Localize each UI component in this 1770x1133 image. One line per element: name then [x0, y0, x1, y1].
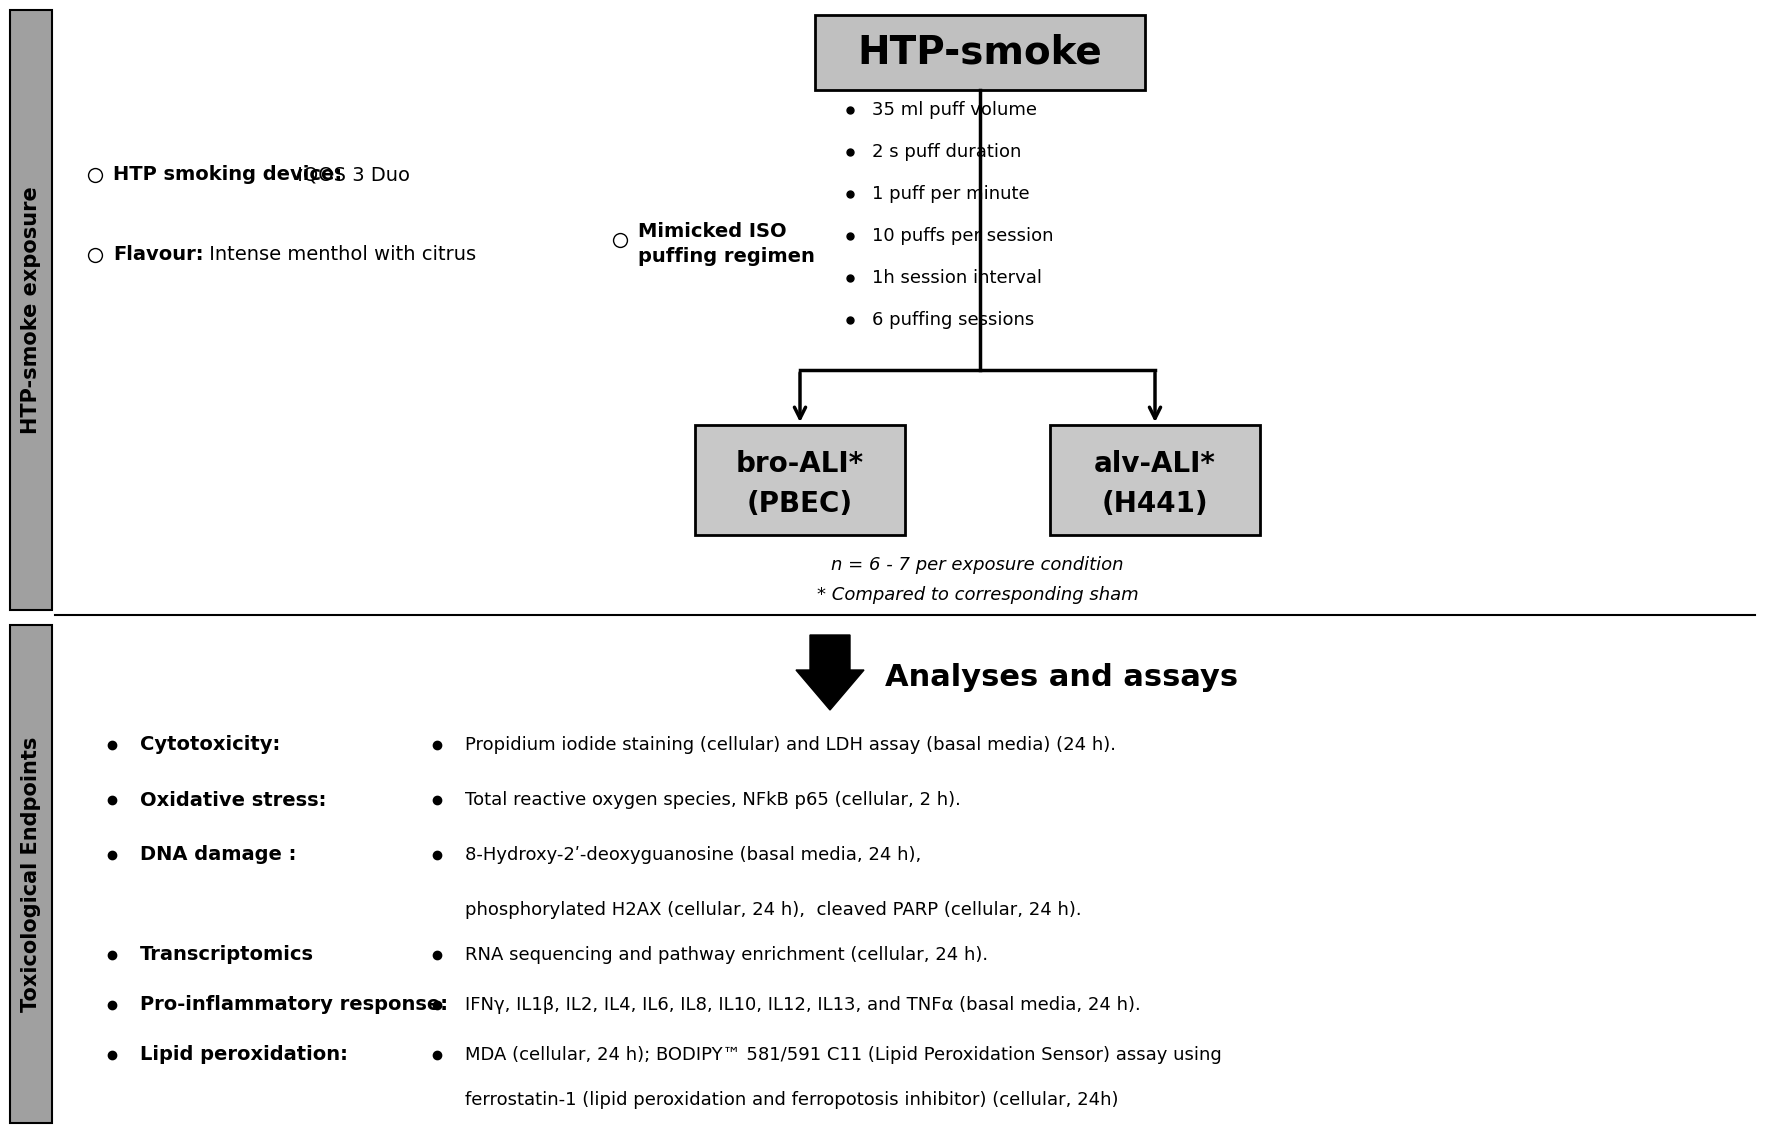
Text: Intense menthol with citrus: Intense menthol with citrus	[204, 246, 476, 264]
Text: alv-ALI*: alv-ALI*	[1094, 450, 1216, 477]
Text: Transcriptomics: Transcriptomics	[140, 946, 313, 964]
Text: Pro-inflammatory response:: Pro-inflammatory response:	[140, 996, 448, 1014]
Polygon shape	[796, 634, 864, 710]
Text: 10 puffs per session: 10 puffs per session	[873, 227, 1053, 245]
Text: HTP-smoke exposure: HTP-smoke exposure	[21, 186, 41, 434]
Text: IQOS 3 Duo: IQOS 3 Duo	[290, 165, 411, 185]
Text: DNA damage :: DNA damage :	[140, 845, 296, 864]
Text: Oxidative stress:: Oxidative stress:	[140, 791, 326, 809]
Bar	[814, 15, 1145, 90]
Text: 1h session interval: 1h session interval	[873, 269, 1043, 287]
Text: 6 puffing sessions: 6 puffing sessions	[873, 310, 1034, 329]
Text: Toxicological Endpoints: Toxicological Endpoints	[21, 736, 41, 1012]
Text: (H441): (H441)	[1101, 491, 1209, 518]
Text: ferrostatin-1 (lipid peroxidation and ferropotosis inhibitor) (cellular, 24h): ferrostatin-1 (lipid peroxidation and fe…	[466, 1091, 1119, 1109]
Text: Lipid peroxidation:: Lipid peroxidation:	[140, 1046, 349, 1065]
Text: n = 6 - 7 per exposure condition: n = 6 - 7 per exposure condition	[832, 556, 1124, 574]
Bar	[11, 625, 51, 1123]
Text: Cytotoxicity:: Cytotoxicity:	[140, 735, 280, 755]
Text: RNA sequencing and pathway enrichment (cellular, 24 h).: RNA sequencing and pathway enrichment (c…	[466, 946, 988, 964]
Text: HTP-smoke: HTP-smoke	[858, 34, 1103, 71]
Text: Total reactive oxygen species, NFkB p65 (cellular, 2 h).: Total reactive oxygen species, NFkB p65 …	[466, 791, 961, 809]
Text: Analyses and assays: Analyses and assays	[885, 663, 1239, 692]
Text: bro-ALI*: bro-ALI*	[736, 450, 864, 477]
Text: Mimicked ISO
puffing regimen: Mimicked ISO puffing regimen	[637, 222, 814, 266]
Text: IFNγ, IL1β, IL2, IL4, IL6, IL8, IL10, IL12, IL13, and TNFα (basal media, 24 h).: IFNγ, IL1β, IL2, IL4, IL6, IL8, IL10, IL…	[466, 996, 1140, 1014]
Text: 1 puff per minute: 1 puff per minute	[873, 185, 1030, 203]
Text: 35 ml puff volume: 35 ml puff volume	[873, 101, 1037, 119]
Bar	[11, 10, 51, 610]
Text: HTP smoking device:: HTP smoking device:	[113, 165, 342, 185]
Bar	[1050, 425, 1260, 535]
Text: MDA (cellular, 24 h); BODIPY™ 581/591 C11 (Lipid Peroxidation Sensor) assay usin: MDA (cellular, 24 h); BODIPY™ 581/591 C1…	[466, 1046, 1221, 1064]
Text: 2 s puff duration: 2 s puff duration	[873, 143, 1021, 161]
Bar	[696, 425, 904, 535]
Text: 8-Hydroxy-2ʹ-deoxyguanosine (basal media, 24 h),: 8-Hydroxy-2ʹ-deoxyguanosine (basal media…	[466, 846, 920, 864]
Text: * Compared to corresponding sham: * Compared to corresponding sham	[816, 586, 1138, 604]
Text: (PBEC): (PBEC)	[747, 491, 853, 518]
Text: Flavour:: Flavour:	[113, 246, 204, 264]
Text: phosphorylated H2AX (cellular, 24 h),  cleaved PARP (cellular, 24 h).: phosphorylated H2AX (cellular, 24 h), cl…	[466, 901, 1081, 919]
Text: Propidium iodide staining (cellular) and LDH assay (basal media) (24 h).: Propidium iodide staining (cellular) and…	[466, 736, 1117, 753]
